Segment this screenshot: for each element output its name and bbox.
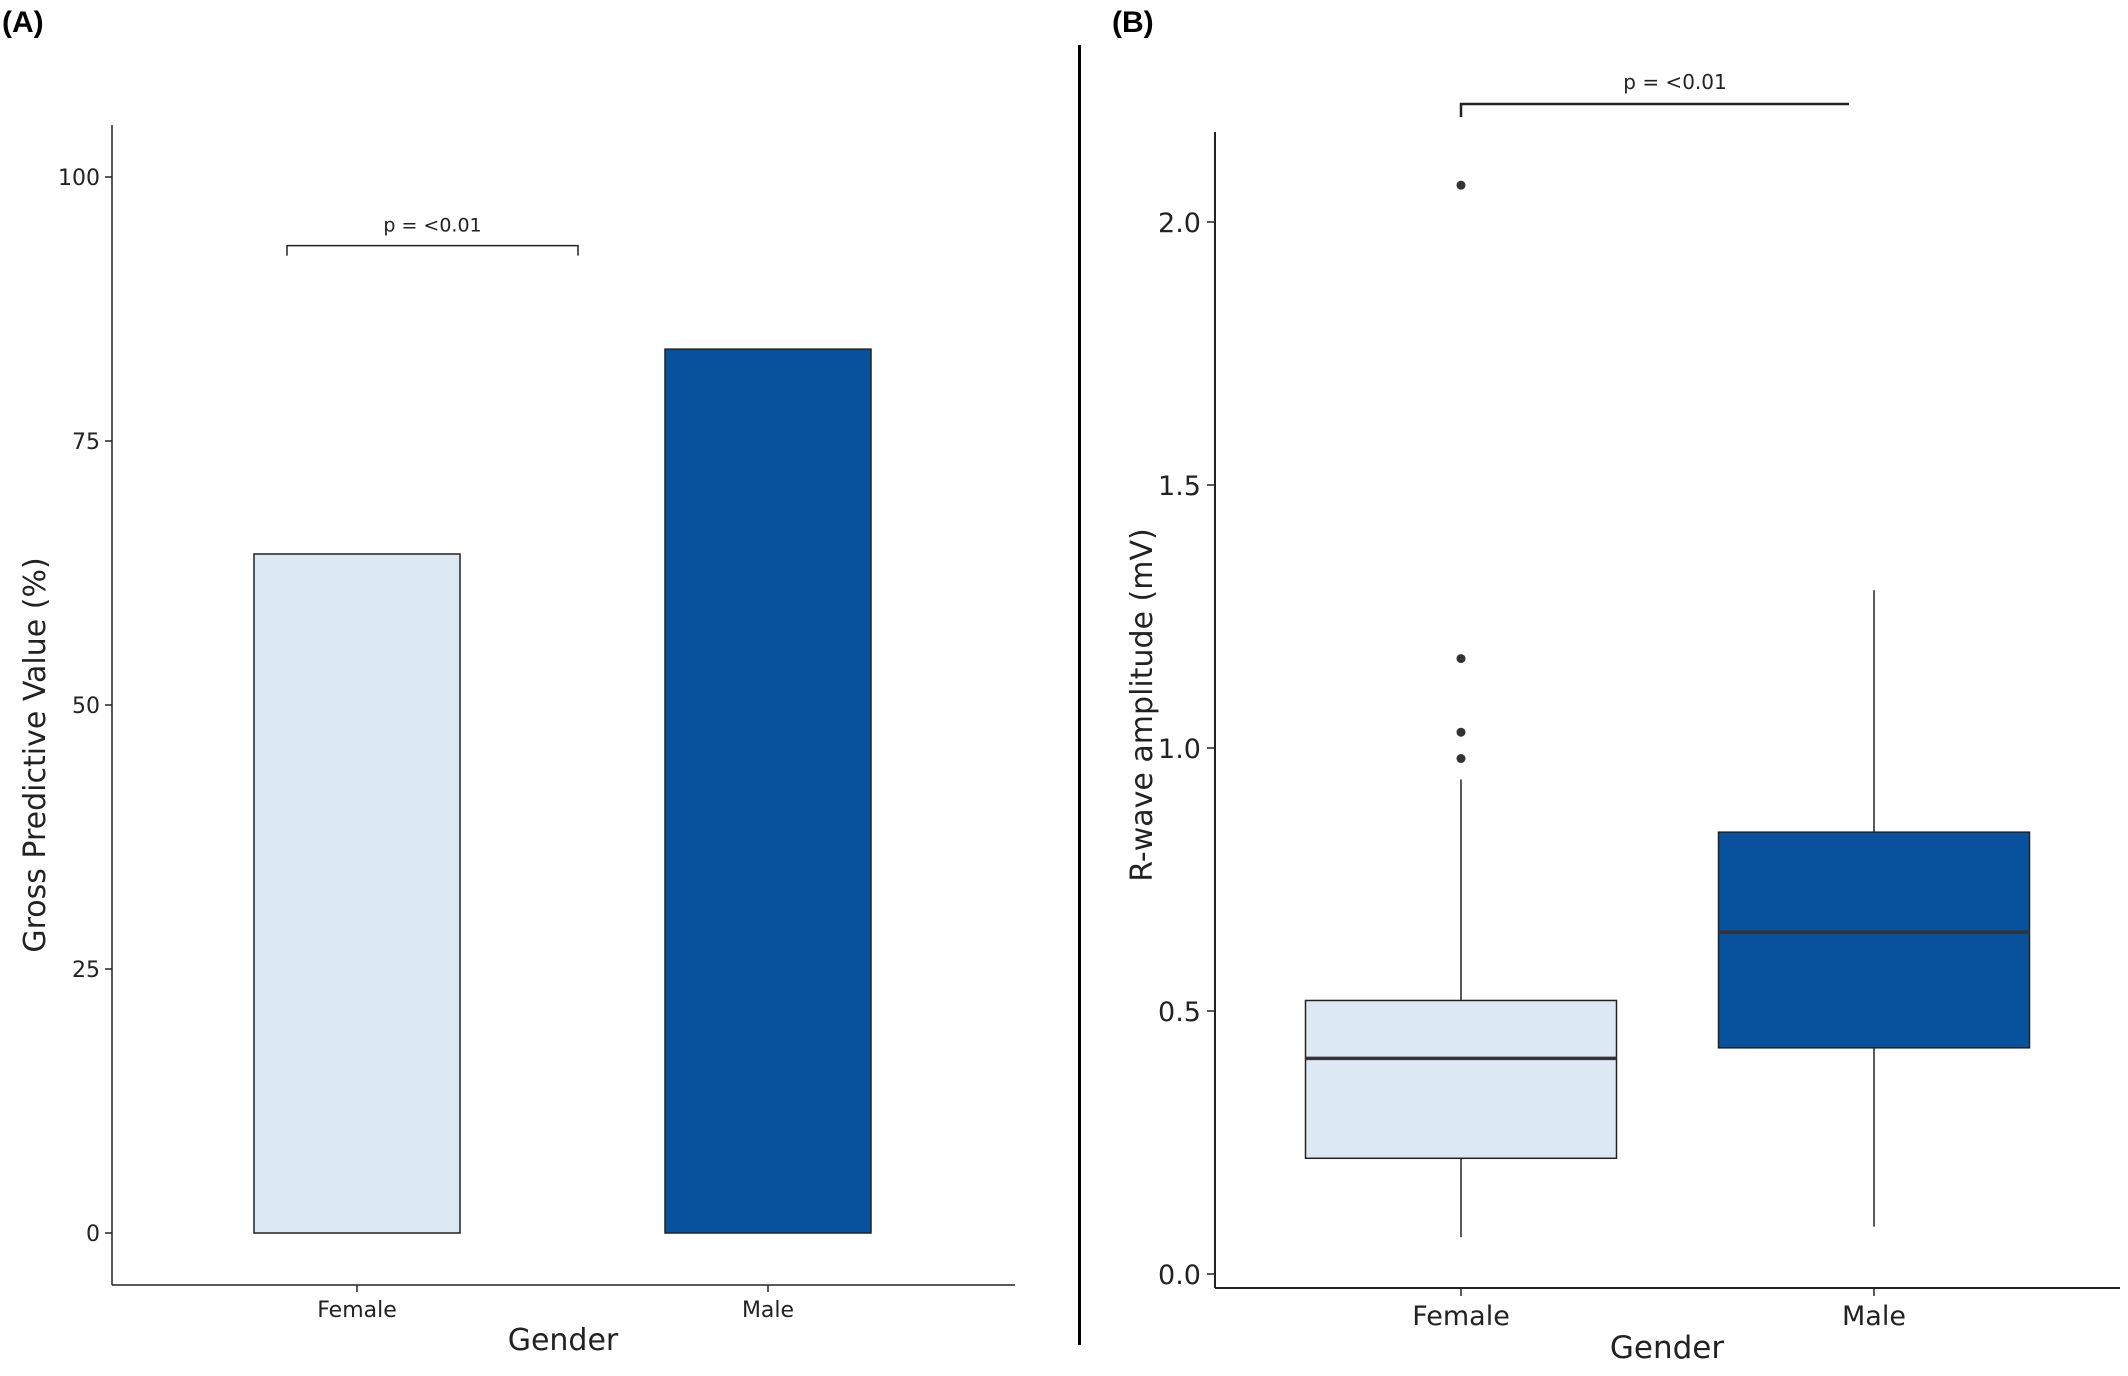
a-y-tick-label: 50: [72, 694, 100, 719]
b-significance-label: p = <0.01: [1623, 70, 1726, 94]
a-x-tick-label: Male: [742, 1298, 794, 1323]
a-significance-label: p = <0.01: [383, 215, 481, 237]
a-x-tick-label: Female: [317, 1298, 397, 1323]
b-y-axis-title: R-wave amplitude (mV): [1125, 528, 1160, 881]
a-x-axis-title: Gender: [508, 1323, 619, 1358]
b-y-tick-label: 0.5: [1158, 997, 1201, 1028]
panel-a-label: (A): [2, 6, 44, 39]
b-outlier-point: [1456, 654, 1466, 664]
b-outlier-point: [1456, 727, 1466, 737]
a-y-axis-title: Gross Predictive Value (%): [18, 557, 53, 952]
a-y-tick-label: 25: [72, 958, 100, 983]
b-box-female: [1304, 999, 1618, 1160]
b-x-tick-label: Male: [1842, 1301, 1906, 1332]
panel-divider: [1078, 45, 1081, 1345]
b-outlier-point: [1456, 180, 1466, 190]
a-y-tick-label: 100: [58, 166, 100, 191]
b-y-tick-label: 0.0: [1158, 1260, 1201, 1291]
b-y-tick-label: 2.0: [1158, 208, 1201, 239]
b-x-tick-label: Female: [1412, 1301, 1510, 1332]
a-significance-bracket: [286, 244, 579, 256]
a-y-tick-label: 75: [72, 430, 100, 455]
a-y-tick-label: 0: [86, 1222, 100, 1247]
b-y-tick-label: 1.0: [1158, 734, 1201, 765]
a-bar-female: [253, 553, 461, 1234]
b-y-tick-label: 1.5: [1158, 471, 1201, 502]
panel-b-label: (B): [1112, 6, 1154, 39]
a-bar-male: [664, 348, 872, 1234]
b-box-male: [1717, 831, 2031, 1049]
b-x-axis-title: Gender: [1610, 1330, 1724, 1366]
b-outlier-point: [1456, 754, 1466, 764]
b-significance-bracket: [1459, 102, 1849, 117]
